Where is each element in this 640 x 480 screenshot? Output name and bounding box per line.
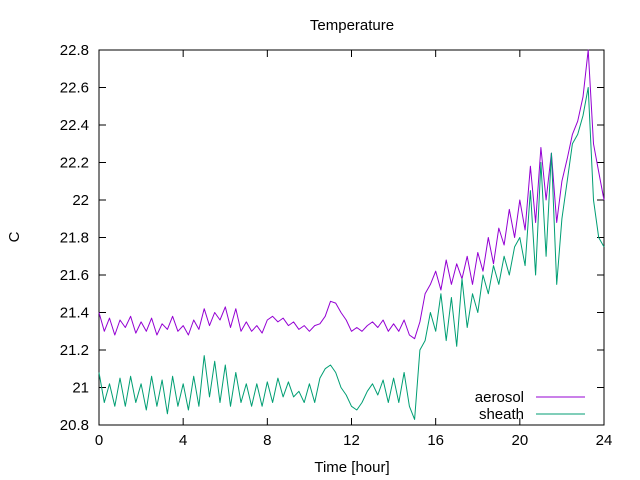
- x-tick-label: 24: [596, 432, 613, 449]
- plot-area: 20.8 21 21.2 21.4 21.6 21.8 22 22.2 22.4 22.6 22.8…: [60, 42, 613, 449]
- chart-title: Temperature: [310, 17, 394, 34]
- x-tick-label: 8: [263, 432, 271, 449]
- y-tick-label: 21.4: [60, 305, 89, 322]
- y-tick-label: 22: [72, 192, 89, 209]
- y-tick-label: 22.6: [60, 80, 89, 97]
- legend-label-sheath: sheath: [479, 406, 524, 423]
- y-axis-title: C: [6, 231, 23, 242]
- y-tick-label: 22.8: [60, 42, 89, 59]
- y-tick-label: 22.4: [60, 117, 89, 134]
- x-tick-label: 12: [343, 432, 360, 449]
- legend-label-aerosol: aerosol: [475, 389, 524, 406]
- y-tick-label: 21.2: [60, 342, 89, 359]
- x-tick-label: 16: [427, 432, 444, 449]
- plot-frame: [98, 49, 605, 426]
- x-tick-label: 0: [95, 432, 103, 449]
- series-line-aerosol: [98, 49, 605, 340]
- x-tick-label: 20: [511, 432, 528, 449]
- y-tick-label: 21: [72, 380, 89, 397]
- x-tick-label: 4: [179, 432, 187, 449]
- x-axis-title: Time [hour]: [314, 459, 389, 476]
- y-tick-label: 21.8: [60, 230, 89, 247]
- series-line-sheath: [98, 87, 605, 420]
- y-tick-label: 22.2: [60, 155, 89, 172]
- y-tick-label: 21.6: [60, 267, 89, 284]
- y-tick-label: 20.8: [60, 417, 89, 434]
